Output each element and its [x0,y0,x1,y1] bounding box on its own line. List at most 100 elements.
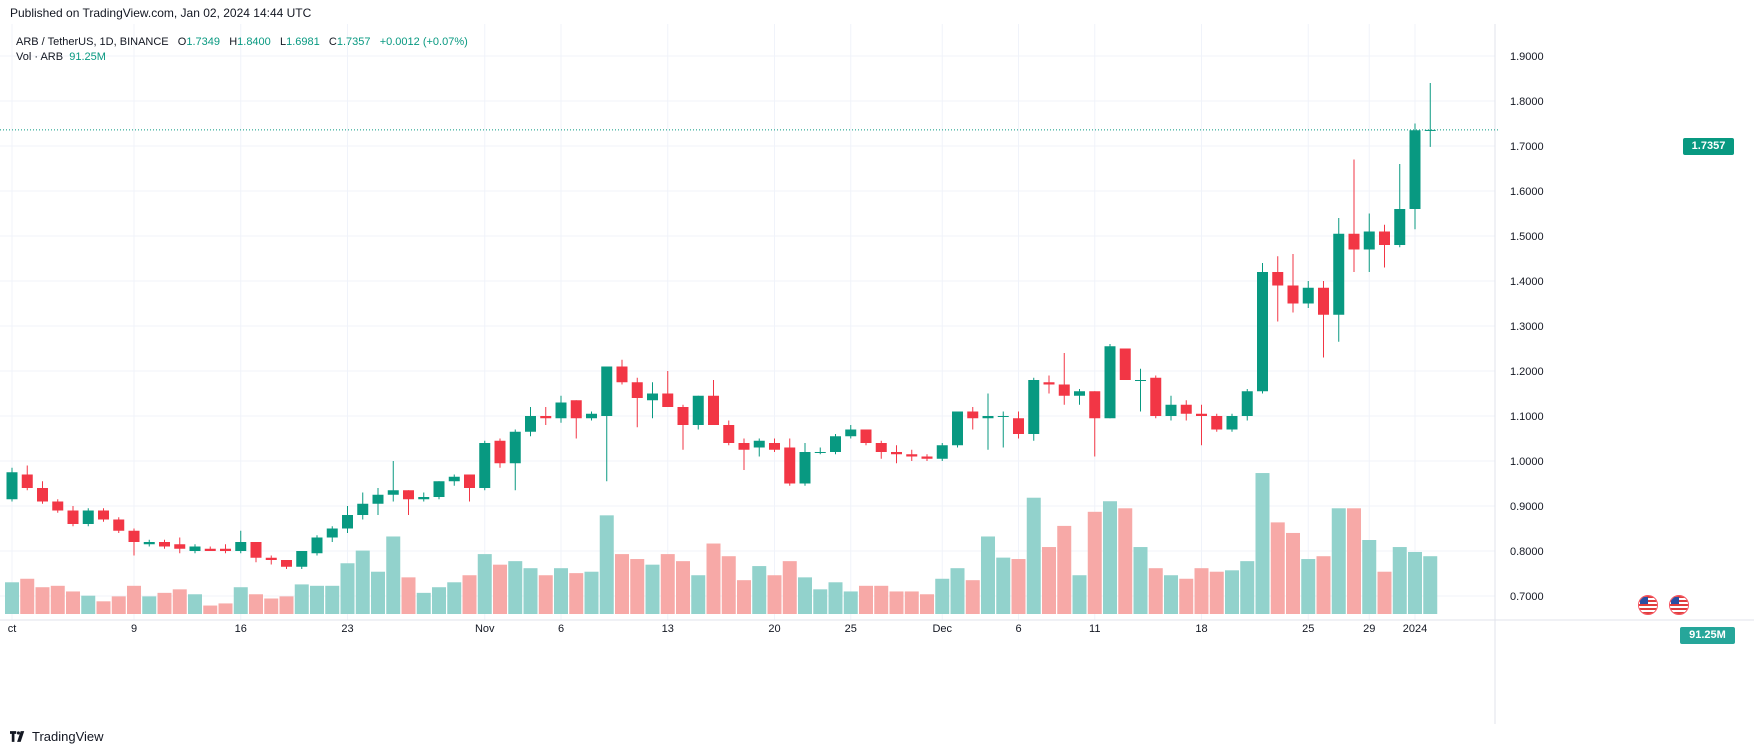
candle-body[interactable] [753,440,765,448]
candle-body[interactable] [464,474,475,489]
candle-body[interactable] [1241,391,1253,416]
candle-body[interactable] [311,537,323,554]
candle-body[interactable] [250,542,262,558]
candle-body[interactable] [616,366,628,383]
volume-bar[interactable] [569,573,584,614]
candle-body[interactable] [403,490,414,500]
candle-body[interactable] [647,393,658,401]
us-flag-event-icon[interactable] [1638,595,1658,615]
volume-bar[interactable] [630,559,645,614]
volume-bar[interactable] [447,582,462,614]
volume-bar[interactable] [371,571,385,614]
candle-body[interactable] [1424,129,1436,131]
candle-body[interactable] [143,542,155,545]
volume-bar[interactable] [188,594,202,614]
candle-body[interactable] [418,497,430,500]
volume-bar[interactable] [386,536,401,614]
candle-body[interactable] [799,452,811,484]
candle-body[interactable] [1135,380,1146,381]
candle-body[interactable] [1348,233,1360,250]
volume-bar[interactable] [1377,571,1392,614]
volume-bar[interactable] [950,568,965,614]
volume-bar[interactable] [1087,511,1102,614]
volume-bar[interactable] [1072,575,1087,614]
candle-body[interactable] [387,490,399,495]
volume-bar[interactable] [432,587,446,614]
volume-bar[interactable] [859,585,873,614]
volume-bar[interactable] [721,556,736,614]
candle-body[interactable] [784,447,796,484]
candle-body[interactable] [6,472,18,500]
chart-area[interactable]: 1.9000 1.8000 1.7000 1.6000 1.5000 1.4000 1.30… [0,24,1754,724]
candle-body[interactable] [1318,287,1329,315]
candle-body[interactable] [113,519,125,531]
candle-body[interactable] [159,542,170,547]
volume-bar[interactable] [1042,547,1056,614]
candle-body[interactable] [891,452,902,455]
volume-bar[interactable] [1316,556,1331,614]
volume-bar[interactable] [157,592,172,614]
volume-bar[interactable] [416,592,431,614]
candle-body[interactable] [448,476,460,482]
volume-bar[interactable] [477,554,492,614]
candle-body[interactable] [235,542,247,551]
volume-bar[interactable] [904,591,919,614]
volume-bar[interactable] [493,564,507,614]
volume-bar[interactable] [1026,497,1041,614]
candle-body[interactable] [494,440,506,464]
candle-body[interactable] [342,515,353,529]
candle-body[interactable] [586,413,597,419]
volume-bar[interactable] [401,577,416,614]
volume-bar[interactable] [1347,508,1361,614]
volume-bar[interactable] [1011,559,1026,614]
volume-label[interactable]: Vol · ARB [16,51,64,63]
volume-bar[interactable] [965,580,980,614]
volume-bar[interactable] [142,596,157,614]
volume-bar[interactable] [172,589,187,614]
volume-bar[interactable] [752,566,767,614]
candle-body[interactable] [1013,418,1024,434]
volume-bar[interactable] [508,561,523,614]
candle-body[interactable] [21,474,33,489]
footer-brand[interactable]: TradingView [32,729,104,744]
candle-body[interactable] [814,452,826,453]
volume-bar[interactable] [1331,508,1346,614]
candle-body[interactable] [997,416,1009,417]
symbol-label[interactable]: ARB / TetherUS, 1D, BINANCE [16,36,169,48]
candle-body[interactable] [372,494,384,504]
candle-body[interactable] [1104,346,1116,419]
volume-bar[interactable] [706,543,721,614]
volume-bar[interactable] [691,575,706,614]
volume-bar[interactable] [218,603,233,614]
candle-body[interactable] [220,548,231,551]
candle-body[interactable] [189,546,201,552]
volume-bar[interactable] [1057,525,1072,614]
candle-body[interactable] [82,510,94,525]
volume-bar[interactable] [1209,571,1224,614]
candle-body[interactable] [174,544,186,549]
candle-body[interactable] [1333,233,1345,315]
volume-bar[interactable] [20,578,35,614]
volume-bar[interactable] [981,536,995,614]
candle-body[interactable] [1150,377,1162,416]
volume-bar[interactable] [50,585,65,614]
volume-bar[interactable] [325,585,340,614]
volume-bar[interactable] [798,577,812,614]
volume-bar[interactable] [935,578,950,614]
volume-bar[interactable] [782,561,797,614]
volume-bar[interactable] [5,582,19,614]
volume-bar[interactable] [1286,532,1300,614]
volume-bar[interactable] [1133,547,1148,614]
volume-bar[interactable] [111,596,126,614]
volume-bar[interactable] [203,605,218,614]
volume-bar[interactable] [355,550,370,614]
volume-bar[interactable] [35,587,50,614]
candle-body[interactable] [509,431,521,464]
volume-bar[interactable] [660,554,675,614]
volume-bar[interactable] [874,585,889,614]
volume-bar[interactable] [1408,551,1422,614]
candle-body[interactable] [1409,130,1421,209]
volume-bar[interactable] [279,596,294,614]
candle-body[interactable] [479,443,491,488]
volume-bar[interactable] [66,591,80,614]
